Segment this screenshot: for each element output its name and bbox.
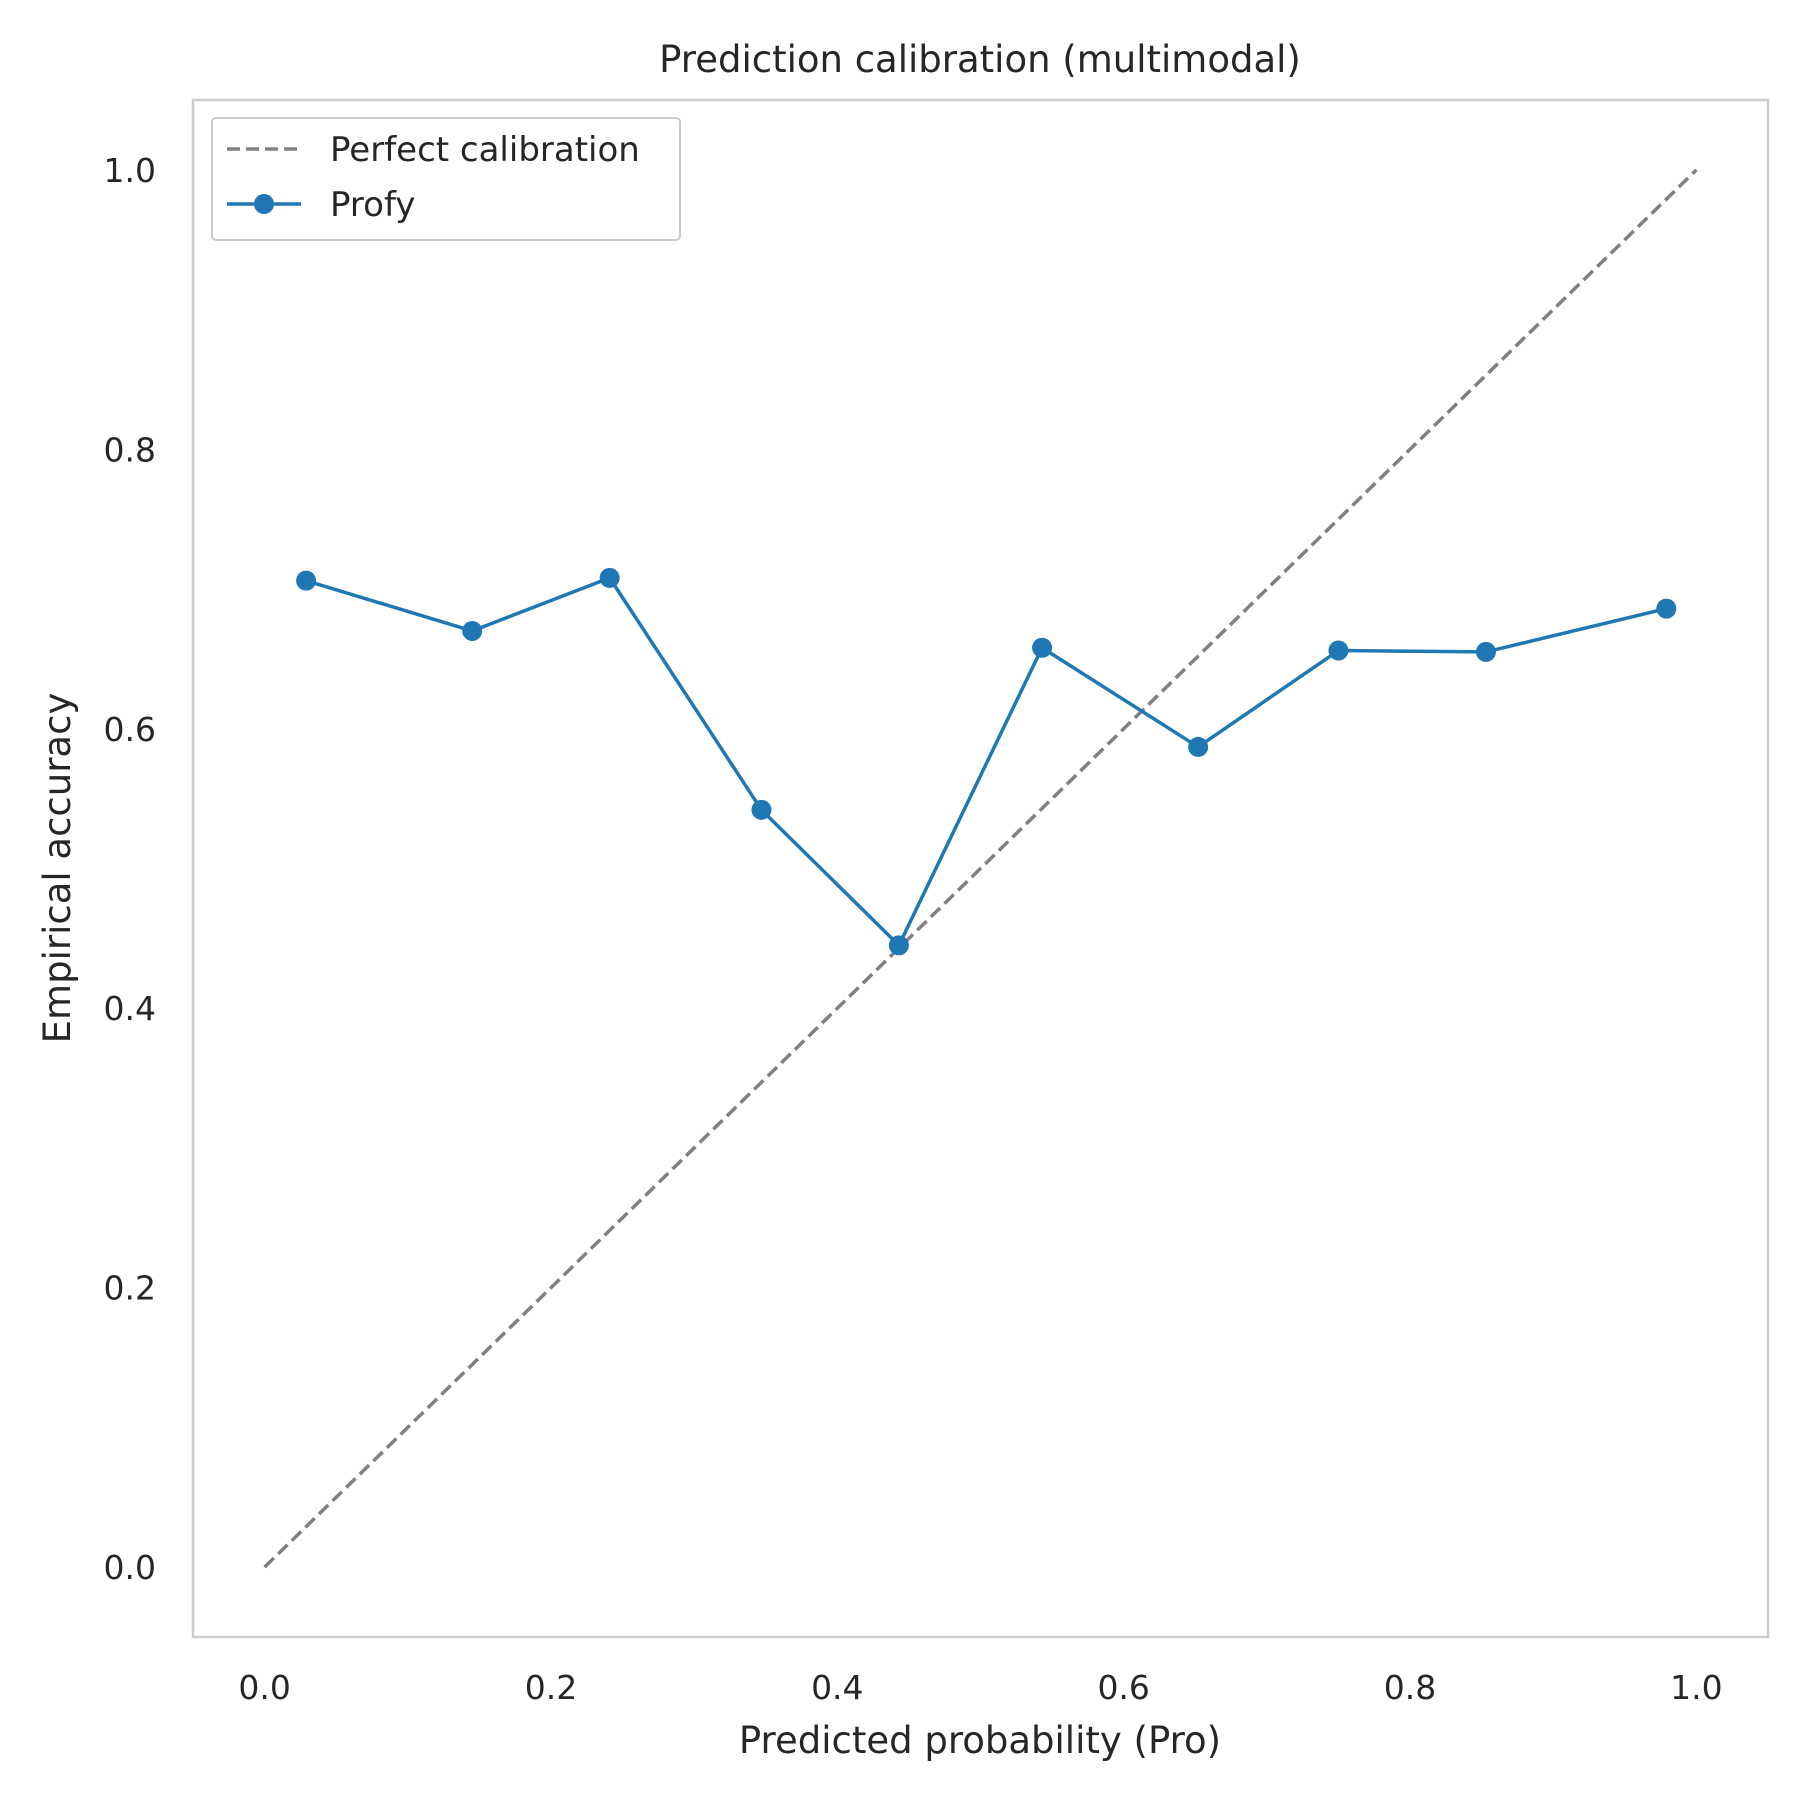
profy-point — [888, 935, 909, 956]
legend-profy-label: Profy — [330, 185, 415, 225]
profy-point — [1656, 598, 1677, 619]
x-tick-label: 1.0 — [1670, 1668, 1722, 1707]
chart-title: Prediction calibration (multimodal) — [659, 38, 1301, 81]
profy-point — [462, 620, 483, 641]
y-axis-label: Empirical accuracy — [36, 693, 79, 1044]
x-axis-tick-labels: 0.0 0.2 0.4 0.6 0.8 1.0 — [238, 1668, 1722, 1707]
profy-point — [599, 567, 620, 588]
x-tick-label: 0.0 — [238, 1668, 290, 1707]
x-tick-label: 0.8 — [1384, 1668, 1436, 1707]
profy-point — [1328, 640, 1349, 661]
y-axis-tick-labels: 0.0 0.2 0.4 0.6 0.8 1.0 — [104, 151, 156, 1587]
profy-point — [751, 799, 772, 820]
y-tick-label: 0.6 — [104, 710, 156, 749]
x-axis-label: Predicted probability (Pro) — [739, 1719, 1221, 1762]
series-layer — [263, 168, 1698, 1569]
profy-point — [1188, 736, 1209, 757]
profy-point — [1475, 641, 1496, 662]
y-tick-label: 0.0 — [104, 1548, 156, 1587]
legend-profy-marker — [254, 194, 274, 214]
y-tick-label: 0.2 — [104, 1269, 156, 1308]
y-tick-label: 0.8 — [104, 430, 156, 469]
profy-line — [305, 576, 1667, 948]
legend-box — [211, 117, 681, 241]
perfect-calibration-line — [263, 168, 1698, 1569]
x-tick-label: 0.2 — [525, 1668, 577, 1707]
y-tick-label: 0.4 — [104, 989, 156, 1028]
profy-point — [1032, 637, 1053, 658]
x-tick-label: 0.6 — [1097, 1668, 1149, 1707]
legend-perfect-calibration-label: Perfect calibration — [330, 130, 640, 170]
x-tick-label: 0.4 — [811, 1668, 863, 1707]
y-tick-label: 1.0 — [104, 151, 156, 190]
legend: Perfect calibration Profy — [211, 117, 681, 241]
profy-point — [296, 570, 317, 591]
